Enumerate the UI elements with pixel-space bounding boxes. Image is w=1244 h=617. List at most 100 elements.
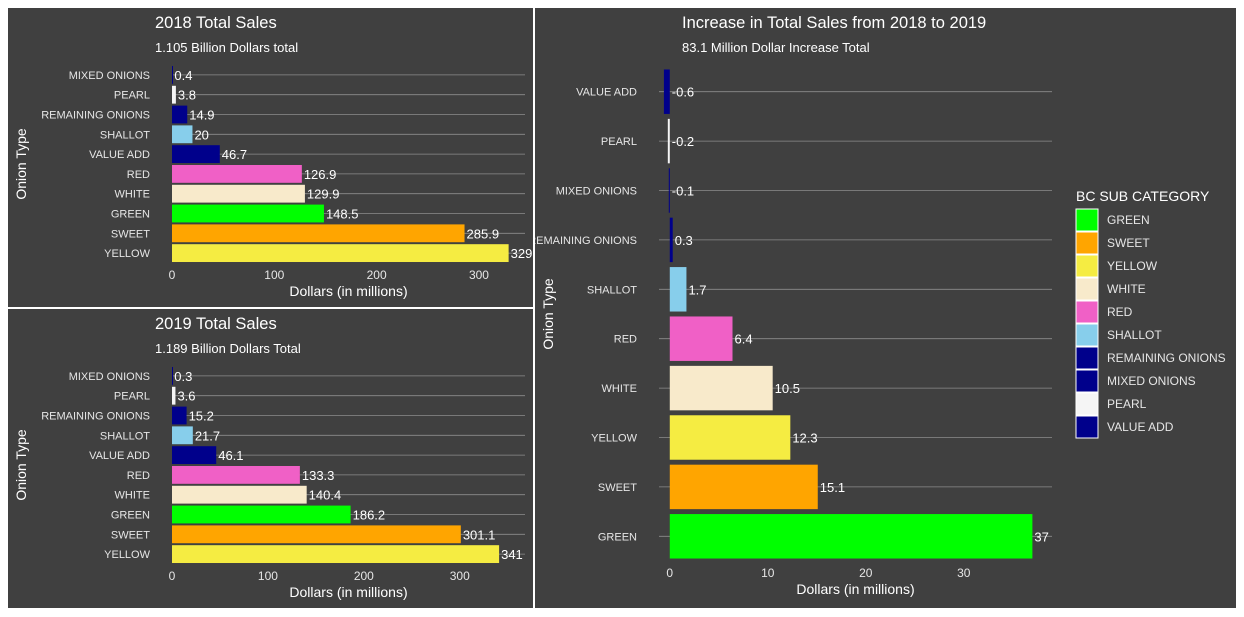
value-label-remaining-onions: 14.9 [189,108,214,123]
value-label-mixed-onions: 0.4 [174,68,192,83]
bar-sweet [172,224,465,243]
x-tick-label-20: 20 [859,566,873,580]
chart-title: 2018 Total Sales [155,14,277,32]
chart-subtitle: 1.189 Billion Dollars Total [155,341,301,356]
bar-value-add [172,145,220,164]
value-label-remaining-onions: 0.3 [675,233,693,248]
value-label-green: 186.2 [353,508,386,523]
category-label-pearl: PEARL [114,90,150,102]
value-label-yellow: 329 [511,246,533,261]
value-label-pearl: -0.2 [672,134,694,149]
category-label-remaining-onions: REMAINING ONIONS [41,411,150,423]
legend-title: BC SUB CATEGORY [1076,188,1210,204]
chart-subtitle: 83.1 Million Dollar Increase Total [682,40,870,55]
category-label-mixed-onions: MIXED ONIONS [69,70,150,82]
bar-value-add [172,446,217,465]
category-label-remaining-onions: REMAINING ONIONS [41,110,150,122]
y-axis-label: Onion Type [13,128,29,200]
bar-mixed-onions [668,168,670,213]
y-axis-label: Onion Type [13,429,29,501]
value-label-sweet: 15.1 [820,480,845,495]
value-label-shallot: 20 [194,127,208,142]
legend-swatch-yellow [1075,254,1099,278]
legend-label-shallot: SHALLOT [1107,328,1162,342]
bar-value-add [663,69,670,114]
category-label-yellow: YELLOW [591,433,637,445]
x-tick-label-200: 200 [367,268,387,282]
category-label-white: WHITE [115,490,150,502]
chart-subtitle: 1.105 Billion Dollars total [155,40,298,55]
bar-remaining-onions [669,217,673,263]
legend-swatch-white [1075,277,1099,301]
category-label-green: GREEN [111,510,150,522]
category-label-shallot: SHALLOT [587,284,637,296]
bar-remaining-onions [172,105,188,124]
category-label-red: RED [614,334,637,346]
x-tick-label-100: 100 [264,268,284,282]
value-label-pearl: 3.8 [178,88,196,103]
legend-label-sweet: SWEET [1107,236,1150,250]
bar-yellow [172,545,500,564]
category-label-sweet: SWEET [598,482,637,494]
value-label-mixed-onions: -0.1 [672,184,694,199]
legend-swatch-value-add [1075,415,1099,439]
category-label-shallot: SHALLOT [100,129,150,141]
value-label-red: 126.9 [304,167,337,182]
chart-title: 2019 Total Sales [155,315,277,333]
legend-label-yellow: YELLOW [1107,259,1158,273]
value-label-sweet: 285.9 [467,226,500,241]
category-label-value-add: VALUE ADD [89,149,150,161]
legend-swatch-pearl [1075,392,1099,416]
value-label-yellow: 12.3 [792,431,817,446]
category-label-white: WHITE [115,189,150,201]
legend-label-mixed-onions: MIXED ONIONS [1107,374,1196,388]
bar-green [172,505,351,524]
x-tick-label-30: 30 [957,566,971,580]
value-label-yellow: 341 [501,547,523,562]
x-tick-label-200: 200 [354,569,374,583]
category-label-value-add: VALUE ADD [89,450,150,462]
x-tick-label-0: 0 [169,569,176,583]
category-label-green: GREEN [598,531,637,543]
x-tick-label-0: 0 [666,566,673,580]
bar-pearl [667,118,670,164]
value-label-shallot: 21.7 [195,428,220,443]
legend-swatch-shallot [1075,323,1099,347]
legend-label-green: GREEN [1107,213,1150,227]
category-label-red: RED [127,169,150,181]
panel-increase-in-sales: Increase in Total Sales from 2018 to 201… [535,8,1236,608]
value-label-red: 6.4 [735,332,753,347]
x-tick-label-10: 10 [761,566,775,580]
chart-increase-in-sales: Increase in Total Sales from 2018 to 201… [535,14,1226,597]
bar-shallot [172,426,193,445]
value-label-green: 37 [1034,529,1048,544]
chart-title: Increase in Total Sales from 2018 to 201… [682,14,986,32]
bar-green [172,204,324,223]
x-axis-label: Dollars (in millions) [289,584,407,600]
value-label-white: 10.5 [775,381,800,396]
legend-label-red: RED [1107,305,1133,319]
legend-swatch-red [1075,300,1099,324]
x-tick-label-0: 0 [169,268,176,282]
bar-shallot [172,125,193,144]
category-label-yellow: YELLOW [104,549,150,561]
bar-red [669,316,733,361]
x-tick-label-100: 100 [258,569,278,583]
value-label-red: 133.3 [302,468,335,483]
bar-red [172,465,300,484]
category-label-pearl: PEARL [601,136,637,148]
value-label-pearl: 3.6 [177,389,195,404]
bar-red [172,164,302,183]
bar-pearl [172,386,176,405]
value-label-sweet: 301.1 [463,527,496,542]
legend-label-pearl: PEARL [1107,397,1147,411]
bar-pearl [172,85,176,104]
bar-green [669,514,1033,559]
bar-shallot [669,267,687,312]
category-label-green: GREEN [111,209,150,221]
category-label-shallot: SHALLOT [100,430,150,442]
category-label-yellow: YELLOW [104,248,150,260]
bar-sweet [172,525,461,544]
category-label-sweet: SWEET [111,529,150,541]
value-label-value-add: 46.1 [218,448,243,463]
